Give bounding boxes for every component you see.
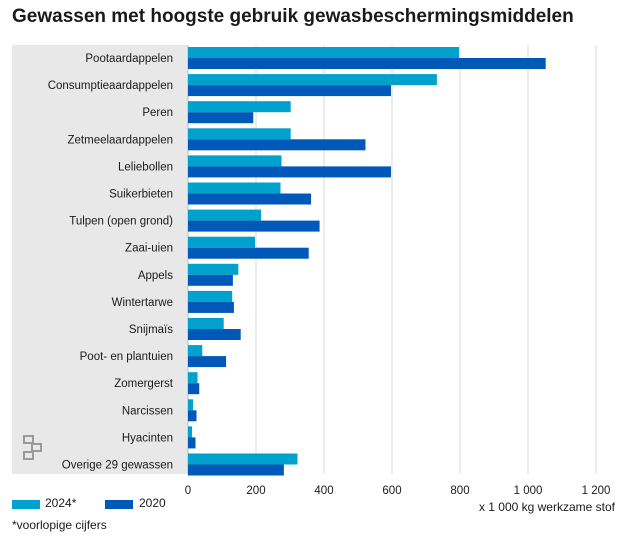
bar-2020: [188, 383, 200, 395]
category-label: Snijmaïs: [129, 324, 173, 336]
legend-swatch-2024: [12, 500, 40, 509]
x-axis-label: x 1 000 kg werkzame stof: [478, 500, 615, 514]
bar-2020: [188, 139, 366, 151]
category-panel: [12, 45, 188, 474]
bar-2024: [188, 155, 282, 167]
bar-2024: [188, 345, 203, 357]
bar-2020: [188, 247, 309, 259]
bar-2020: [188, 166, 391, 178]
bar-2024: [188, 318, 224, 329]
category-label: Pootaardappelen: [85, 53, 173, 65]
bar-2020: [188, 193, 312, 205]
bar-2020: [188, 274, 233, 286]
bar-2020: [188, 112, 254, 124]
category-label: Poot- en plantuien: [80, 351, 173, 363]
bar-2024: [188, 101, 291, 113]
category-label: Zetmeelaardappelen: [68, 134, 174, 146]
category-label: Peren: [142, 107, 173, 119]
category-label: Overige 29 gewassen: [62, 460, 173, 472]
category-label: Suikerbieten: [109, 189, 173, 201]
x-tick-label: 200: [246, 485, 265, 497]
x-tick-label: 800: [450, 485, 469, 497]
legend-swatch-2020: [105, 500, 133, 509]
bar-2020: [188, 85, 391, 97]
x-tick-labels: 0 200 400 600 800 1 000 1 200: [185, 485, 611, 497]
chart-title: Gewassen met hoogste gebruik gewasbesche…: [12, 6, 574, 27]
category-label: Narcissen: [122, 405, 173, 417]
bar-2024: [188, 372, 198, 384]
bar-2024: [188, 236, 255, 248]
category-label: Leliebollen: [118, 161, 173, 173]
cbs-logo-icon: [23, 435, 42, 460]
category-label: Tulpen (open grond): [69, 216, 173, 228]
bar-2024: [188, 263, 239, 275]
category-label: Zaai-uien: [125, 243, 173, 255]
bar-2020: [188, 410, 197, 422]
bar-2024: [188, 399, 194, 411]
bar-2024: [188, 74, 437, 86]
bar-2024: [188, 209, 262, 221]
category-label: Hyacinten: [122, 432, 173, 444]
x-tick-label: 400: [314, 485, 333, 497]
category-label: Consumptieaardappelen: [48, 80, 173, 92]
x-tick-label: 1 000: [514, 485, 543, 497]
x-tick-label: 0: [185, 485, 191, 497]
bar-2024: [188, 47, 459, 58]
bar-2020: [188, 464, 284, 476]
bar-2020: [188, 220, 320, 232]
category-label: Zomergerst: [114, 378, 174, 390]
bar-2020: [188, 356, 227, 368]
bar-2024: [188, 453, 298, 465]
bar-2020: [188, 437, 196, 449]
bar-2024: [188, 426, 193, 438]
bar-2024: [188, 182, 281, 194]
category-labels: Pootaardappelen Consumptieaardappelen Pere…: [48, 53, 174, 472]
x-tick-label: 600: [382, 485, 401, 497]
bars: [188, 47, 546, 476]
footnote: *voorlopige cijfers: [12, 518, 107, 532]
category-label: Appels: [138, 270, 173, 282]
x-tick-label: 1 200: [582, 485, 611, 497]
category-label: Wintertarwe: [112, 297, 173, 309]
legend-label-2020: 2020: [139, 496, 166, 510]
bar-2020: [188, 301, 234, 313]
bar-2024: [188, 128, 291, 140]
bar-2024: [188, 290, 233, 302]
bar-2020: [188, 329, 241, 340]
legend-label-2024: 2024*: [45, 496, 77, 510]
bar-2020: [188, 58, 546, 69]
